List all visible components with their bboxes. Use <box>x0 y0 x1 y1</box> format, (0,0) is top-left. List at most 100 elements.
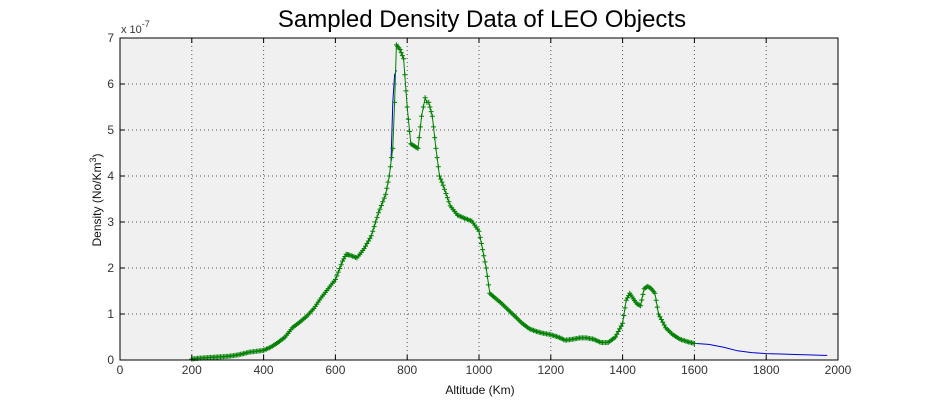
data-point-marker <box>374 214 380 220</box>
data-point-marker <box>401 56 407 62</box>
y-exponent-base: x 10 <box>121 24 142 36</box>
data-point-marker <box>661 322 667 328</box>
data-point-marker <box>640 291 646 297</box>
series-layer <box>189 42 828 362</box>
x-tick-label: 0 <box>117 363 124 377</box>
data-point-marker <box>442 186 448 192</box>
data-point-marker <box>484 273 490 279</box>
data-point-marker <box>371 224 377 230</box>
grid-layer <box>120 38 838 360</box>
data-point-marker <box>373 219 379 225</box>
y-tick-label: 2 <box>107 261 114 275</box>
data-point-marker <box>422 95 428 101</box>
x-tick-label: 800 <box>397 363 417 377</box>
data-point-marker <box>416 135 422 141</box>
data-point-marker <box>368 233 374 239</box>
data-point-marker <box>658 317 664 323</box>
data-point-marker <box>383 191 389 197</box>
data-point-marker <box>438 176 444 182</box>
data-point-marker <box>337 265 343 271</box>
data-point-marker <box>365 238 371 244</box>
data-point-marker <box>657 314 663 320</box>
data-point-marker <box>385 179 391 185</box>
data-point-marker <box>367 235 373 241</box>
chart-title: Sampled Density Data of LEO Objects <box>278 6 686 33</box>
data-point-marker <box>477 234 483 240</box>
data-point-marker <box>335 269 341 275</box>
data-point-marker <box>429 113 435 119</box>
data-point-marker <box>361 246 367 252</box>
x-axis-label: Altitude (Km) <box>445 383 514 397</box>
x-tick-label: 600 <box>325 363 345 377</box>
tick-layer: 0 200 400 600 800 1000 1200 1400 1600 1800 2000 0 1 2… <box>107 31 851 377</box>
y-axis-label-main: Density (No/Km <box>90 162 104 246</box>
data-point-marker <box>691 340 697 346</box>
data-point-marker <box>420 104 426 110</box>
data-point-marker <box>370 228 376 234</box>
data-point-marker <box>364 241 370 247</box>
data-point-marker <box>332 277 338 282</box>
data-point-marker <box>446 199 452 205</box>
data-point-marker <box>392 99 398 105</box>
data-point-marker <box>334 273 340 279</box>
data-point-marker <box>478 240 484 246</box>
x-tick-label: 1800 <box>753 363 780 377</box>
data-point-marker <box>433 145 439 151</box>
y-tick-label: 6 <box>107 77 114 91</box>
data-point-marker <box>403 88 409 94</box>
data-point-marker <box>612 334 618 340</box>
y-tick-label: 3 <box>107 215 114 229</box>
x-tick-label: 200 <box>182 363 202 377</box>
data-point-marker <box>404 104 410 110</box>
data-point-marker <box>419 113 425 119</box>
data-point-marker <box>427 104 433 110</box>
y-tick-label: 0 <box>107 353 114 367</box>
data-point-marker <box>638 303 644 309</box>
data-point-marker <box>652 290 658 296</box>
data-point-marker <box>377 206 383 212</box>
data-point-marker <box>381 195 387 201</box>
data-point-marker <box>417 124 423 130</box>
data-point-marker <box>656 311 661 317</box>
y-axis-label: Density (No/Km3) <box>88 153 104 246</box>
data-point-marker <box>480 247 486 253</box>
y-tick-label: 7 <box>107 31 114 45</box>
data-point-marker <box>482 259 488 265</box>
x-tick-label: 1400 <box>609 363 636 377</box>
data-point-marker <box>483 265 489 271</box>
data-point-marker <box>432 135 438 141</box>
data-point-marker <box>440 182 446 188</box>
data-point-marker <box>390 145 396 151</box>
data-point-marker <box>654 304 660 310</box>
data-point-marker <box>481 253 487 259</box>
y-tick-label: 1 <box>107 307 114 321</box>
data-point-marker <box>622 305 628 311</box>
data-point-marker <box>618 323 624 329</box>
data-point-marker <box>387 164 393 170</box>
data-point-marker <box>486 282 492 288</box>
data-point-marker <box>375 210 381 216</box>
data-point-marker <box>476 228 482 234</box>
data-point-marker <box>435 164 441 170</box>
x-tick-label: 1000 <box>466 363 493 377</box>
series-2-markers <box>189 42 697 362</box>
y-axis-label-end: ) <box>90 153 104 157</box>
y-tick-label: 5 <box>107 123 114 137</box>
data-point-marker <box>407 129 413 135</box>
y-exponent-label: x 10-7 <box>121 19 150 36</box>
data-point-marker <box>380 199 386 205</box>
data-point-marker <box>399 53 405 59</box>
y-exponent-power: -7 <box>142 19 150 29</box>
data-point-marker <box>621 313 627 319</box>
series-2-trace <box>191 43 695 360</box>
series-0-line <box>687 342 828 356</box>
x-tick-label: 1200 <box>537 363 564 377</box>
data-point-marker <box>386 173 392 179</box>
x-tick-label: 1600 <box>681 363 708 377</box>
data-point-marker <box>614 331 620 337</box>
data-point-marker <box>620 320 626 326</box>
data-point-marker <box>615 328 621 334</box>
data-point-marker <box>428 109 434 115</box>
